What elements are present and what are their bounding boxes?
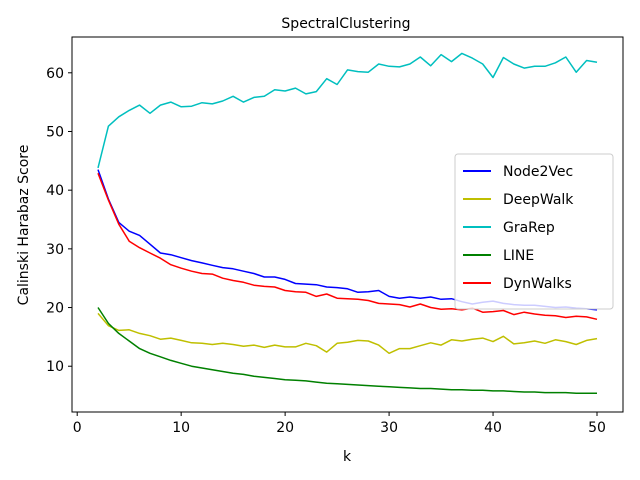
plot-frame [71, 36, 624, 413]
series-line-line [97, 307, 597, 394]
x-tick-label: 40 [484, 420, 502, 436]
y-tick-label: 10 [46, 359, 64, 375]
y-tick-label: 20 [46, 301, 64, 317]
series-line-grarep [97, 52, 598, 169]
series-line-dynwalks [97, 172, 598, 321]
x-tick-label: 20 [276, 420, 294, 436]
x-tick-label: 50 [588, 420, 606, 436]
legend-label-line: LINE [503, 248, 534, 264]
x-axis-label: k [343, 449, 352, 465]
x-tick-label: 30 [380, 420, 398, 436]
legend-label-deepwalk: DeepWalk [503, 192, 574, 208]
legend-label-grarep: GraRep [503, 220, 555, 236]
chart-title: SpectralClustering [281, 16, 410, 32]
y-axis-label: Calinski Harabaz Score [16, 145, 32, 306]
legend-label-node2vec: Node2Vec [503, 164, 573, 180]
x-axis-ticks: 0 10 20 30 40 50 [73, 412, 606, 436]
legend-entries: Node2Vec DeepWalk GraRep LINE DynWalks [463, 164, 574, 292]
y-tick-label: 60 [46, 66, 64, 82]
legend-label-dynwalks: DynWalks [503, 276, 572, 292]
legend: Node2Vec DeepWalk GraRep LINE DynWalks [454, 153, 614, 310]
y-tick-label: 40 [46, 183, 64, 199]
y-tick-label: 30 [46, 242, 64, 258]
x-tick-label: 10 [172, 420, 190, 436]
y-tick-label: 50 [46, 124, 64, 140]
series-line-deepwalk [97, 312, 598, 355]
plot-area [71, 36, 624, 413]
x-tick-label: 0 [73, 420, 82, 436]
legend-frame [454, 153, 614, 310]
y-axis-ticks: 10 20 30 40 50 60 [46, 66, 72, 375]
